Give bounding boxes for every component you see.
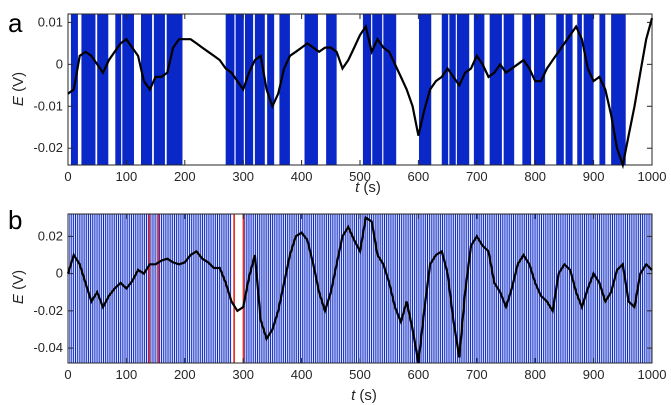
y-tick-label: -0.02: [33, 140, 63, 155]
band: [235, 14, 244, 165]
x-tick-label: 200: [174, 169, 196, 184]
band: [115, 14, 122, 165]
x-tick-label: 400: [291, 169, 313, 184]
band: [418, 14, 432, 165]
y-tick-label: -0.02: [33, 303, 63, 318]
x-tick-label: 500: [349, 367, 371, 382]
band: [267, 14, 275, 165]
panel-a: a 0 100 200 300 400 500 600 700 800 900 10000.010-…: [8, 8, 666, 196]
panel-b-ticks: 0 100 200 300 400 500 600 700 800 900 10000.020-0.…: [33, 214, 666, 382]
x-tick-label: 700: [466, 169, 488, 184]
band: [577, 14, 582, 165]
band: [522, 14, 532, 165]
panel-a-bands: [70, 14, 626, 165]
band: [449, 14, 456, 165]
band: [583, 14, 594, 165]
x-tick-label: 0: [64, 169, 71, 184]
panel-a-ticks: 0 100 200 300 400 500 600 700 800 900 10000.010-0.…: [33, 14, 666, 184]
x-tick-label: 100: [116, 169, 138, 184]
x-tick-label: 800: [524, 367, 546, 382]
panel-b-label: b: [8, 205, 22, 235]
band: [81, 14, 96, 165]
band: [362, 14, 372, 165]
x-tick-label: 1000: [638, 367, 667, 382]
band: [153, 14, 165, 165]
panel-a-series-line: [67, 17, 654, 170]
y-tick-label: 0.02: [38, 228, 63, 243]
x-tick-label: 600: [408, 367, 430, 382]
band: [166, 14, 183, 165]
panel-b-series-line: [66, 215, 653, 364]
panel-b: b 0 100 200 300 400 500 600 700 800 900 10000.020-…: [8, 205, 666, 404]
red-band: [242, 214, 245, 363]
y-tick-label: 0: [56, 56, 63, 71]
band: [611, 14, 626, 165]
band: [326, 14, 337, 165]
y-tick-label: -0.04: [33, 340, 63, 355]
band: [599, 14, 606, 165]
x-tick-label: 900: [583, 367, 605, 382]
panel-a-xlabel: t (s): [355, 179, 381, 196]
band: [383, 14, 397, 165]
x-tick-label: 200: [174, 367, 196, 382]
band: [304, 14, 318, 165]
x-tick-label: 1000: [638, 169, 667, 184]
y-tick-label: 0: [56, 266, 63, 281]
x-tick-label: 500: [349, 169, 371, 184]
x-tick-label: 100: [116, 367, 138, 382]
x-tick-label: 700: [466, 367, 488, 382]
x-tick-label: 900: [583, 169, 605, 184]
band: [141, 14, 153, 165]
panel-b-ylabel: E (V): [10, 270, 27, 304]
x-tick-label: 800: [524, 169, 546, 184]
band: [489, 14, 502, 165]
panel-a-ylabel: E (V): [10, 72, 27, 106]
band: [534, 14, 546, 165]
red-band: [233, 214, 236, 363]
x-tick-label: 300: [232, 169, 254, 184]
band: [473, 14, 485, 165]
red-band: [157, 214, 160, 363]
band: [456, 14, 470, 165]
band: [97, 14, 109, 165]
band: [556, 14, 564, 165]
band: [122, 14, 134, 165]
x-tick-label: 400: [291, 367, 313, 382]
x-tick-label: 300: [232, 367, 254, 382]
band: [441, 14, 449, 165]
band: [279, 14, 290, 165]
panel-b-xlabel: t (s): [351, 387, 377, 404]
band: [372, 14, 383, 165]
panel-b-stripes: [67, 214, 653, 363]
x-tick-label: 600: [408, 169, 430, 184]
y-tick-label: 0.01: [38, 14, 63, 29]
panel-a-label: a: [8, 8, 23, 38]
band: [225, 14, 235, 165]
band: [254, 14, 265, 165]
band: [503, 14, 515, 165]
x-tick-label: 0: [64, 367, 71, 382]
red-band: [148, 214, 151, 363]
band: [565, 14, 573, 165]
y-tick-label: -0.01: [33, 98, 63, 113]
band: [244, 14, 254, 165]
